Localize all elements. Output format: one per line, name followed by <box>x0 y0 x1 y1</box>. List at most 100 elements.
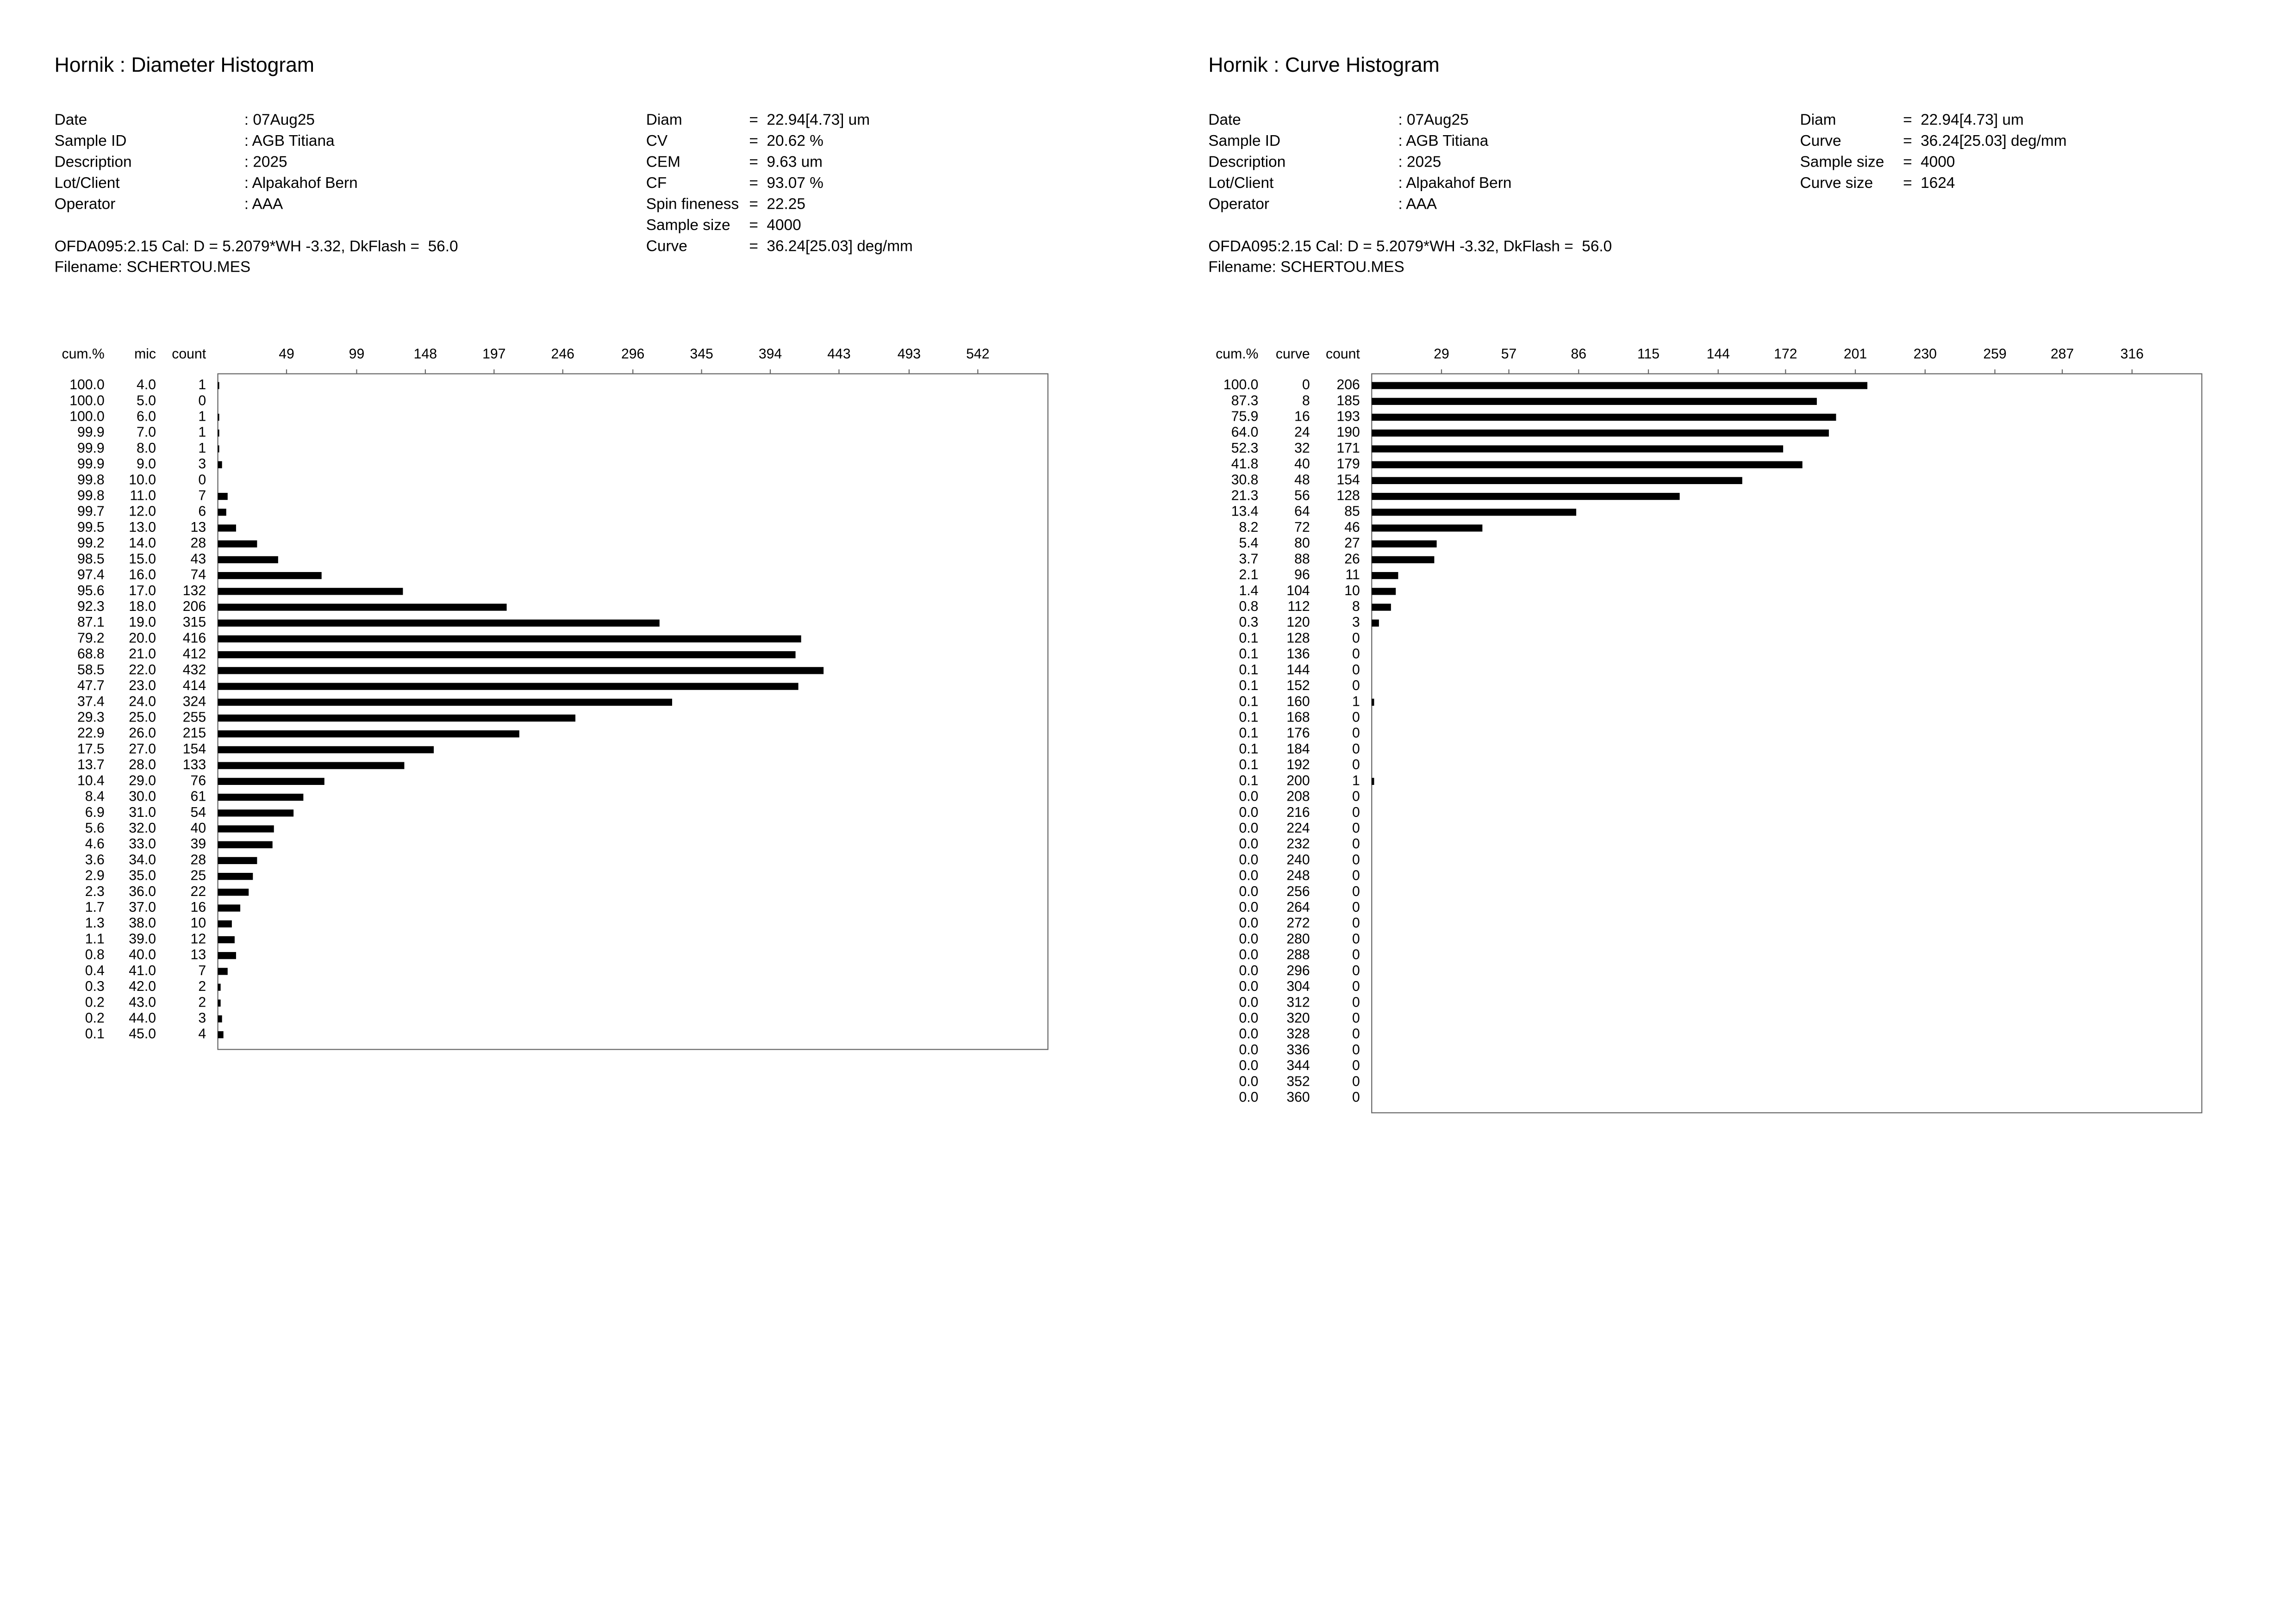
bar <box>218 983 221 991</box>
category-label: 88 <box>1294 551 1310 566</box>
count-label: 0 <box>1352 710 1360 725</box>
category-label: 272 <box>1286 915 1310 931</box>
cum-percent: 99.5 <box>77 520 105 535</box>
bar <box>218 651 796 659</box>
cum-percent: 0.0 <box>1239 995 1258 1010</box>
count-label: 0 <box>1352 741 1360 757</box>
category-label: 208 <box>1286 789 1310 804</box>
count-label: 74 <box>191 567 206 583</box>
count-label: 22 <box>191 884 206 899</box>
count-label: 0 <box>1352 852 1360 867</box>
bar <box>218 382 219 389</box>
cum-percent: 0.0 <box>1239 852 1258 867</box>
count-label: 206 <box>183 599 206 614</box>
category-label: 360 <box>1286 1090 1310 1105</box>
cum-percent: 0.0 <box>1239 963 1258 978</box>
cum-percent: 0.1 <box>1239 741 1258 757</box>
count-label: 0 <box>1352 630 1360 646</box>
category-label: 31.0 <box>129 805 156 820</box>
category-label: 11.0 <box>130 488 156 504</box>
category-label: 328 <box>1286 1027 1310 1042</box>
cum-percent: 1.7 <box>85 900 105 915</box>
cum-percent: 6.9 <box>85 805 105 820</box>
bar <box>218 920 232 927</box>
bar <box>218 667 824 674</box>
cum-percent: 0.0 <box>1239 1011 1258 1026</box>
cum-percent: 0.3 <box>1239 615 1258 630</box>
cum-percent: 0.1 <box>1239 773 1258 788</box>
bar <box>1372 588 1396 595</box>
category-label: 6.0 <box>137 409 156 424</box>
info-label: Description <box>55 154 132 171</box>
info-value: : Alpakahof Bern <box>1398 174 1512 192</box>
count-label: 1 <box>198 409 206 424</box>
x-tick-label: 316 <box>2121 346 2144 361</box>
bar <box>218 492 228 500</box>
category-label: 45.0 <box>129 1027 156 1042</box>
count-label: 13 <box>191 520 206 535</box>
category-label: 288 <box>1286 947 1310 963</box>
cum-percent: 41.8 <box>1231 456 1259 472</box>
x-tick-label: 201 <box>1844 346 1867 361</box>
count-label: 10 <box>1344 583 1360 598</box>
cum-percent: 0.1 <box>1239 647 1258 662</box>
cum-percent: 97.4 <box>77 567 105 583</box>
category-label: 240 <box>1286 852 1310 867</box>
bar <box>218 952 236 959</box>
bar <box>1372 556 1435 564</box>
cum-percent: 0.0 <box>1239 1027 1258 1042</box>
info-label: Date <box>55 112 87 129</box>
bar <box>1372 382 1868 389</box>
category-label: 12.0 <box>129 504 156 519</box>
cum-percent: 0.1 <box>1239 710 1258 725</box>
category-label: 24 <box>1294 425 1310 440</box>
count-label: 3 <box>198 1011 206 1026</box>
count-label: 7 <box>198 488 206 504</box>
cum-percent: 30.8 <box>1231 472 1259 487</box>
info-label: Lot/Client <box>55 174 120 192</box>
bar <box>1372 398 1817 405</box>
count-label: 46 <box>1344 520 1360 535</box>
column-header: curve <box>1276 346 1310 361</box>
category-label: 128 <box>1286 630 1310 646</box>
bar <box>218 588 403 595</box>
bar <box>218 635 801 643</box>
bar <box>218 730 519 738</box>
bar <box>1372 524 1483 532</box>
filename: Filename: SCHERTOU.MES <box>1208 259 1404 276</box>
count-label: 0 <box>1352 1074 1360 1089</box>
category-label: 296 <box>1286 963 1310 978</box>
category-label: 344 <box>1286 1058 1310 1073</box>
bar <box>218 619 660 627</box>
bar <box>218 445 219 453</box>
count-label: 0 <box>1352 662 1360 678</box>
category-label: 14.0 <box>129 535 156 551</box>
category-label: 152 <box>1286 678 1310 693</box>
category-label: 256 <box>1286 884 1310 899</box>
count-label: 0 <box>1352 995 1360 1010</box>
cum-percent: 3.7 <box>1239 551 1258 566</box>
count-label: 12 <box>191 931 206 946</box>
info-label: Description <box>1208 154 1285 171</box>
cum-percent: 8.4 <box>85 789 105 804</box>
count-label: 132 <box>183 583 206 598</box>
stat-value: = 93.07 % <box>749 174 824 192</box>
category-label: 216 <box>1286 805 1310 820</box>
cum-percent: 99.7 <box>77 504 105 519</box>
category-label: 224 <box>1286 821 1310 836</box>
info-value: : AGB Titiana <box>244 132 335 149</box>
category-label: 20.0 <box>129 630 156 646</box>
cum-percent: 0.0 <box>1239 1058 1258 1073</box>
calibration: OFDA095:2.15 Cal: D = 5.2079*WH -3.32, D… <box>1208 238 1612 255</box>
count-label: 432 <box>183 662 206 678</box>
category-label: 30.0 <box>129 789 156 804</box>
cum-percent: 0.0 <box>1239 900 1258 915</box>
category-label: 37.0 <box>129 900 156 915</box>
count-label: 255 <box>183 710 206 725</box>
cum-percent: 1.1 <box>85 931 105 946</box>
x-tick-label: 29 <box>1434 346 1449 361</box>
category-label: 56 <box>1294 488 1310 504</box>
bar <box>218 968 228 975</box>
category-label: 40 <box>1294 456 1310 472</box>
cum-percent: 1.3 <box>85 915 105 931</box>
